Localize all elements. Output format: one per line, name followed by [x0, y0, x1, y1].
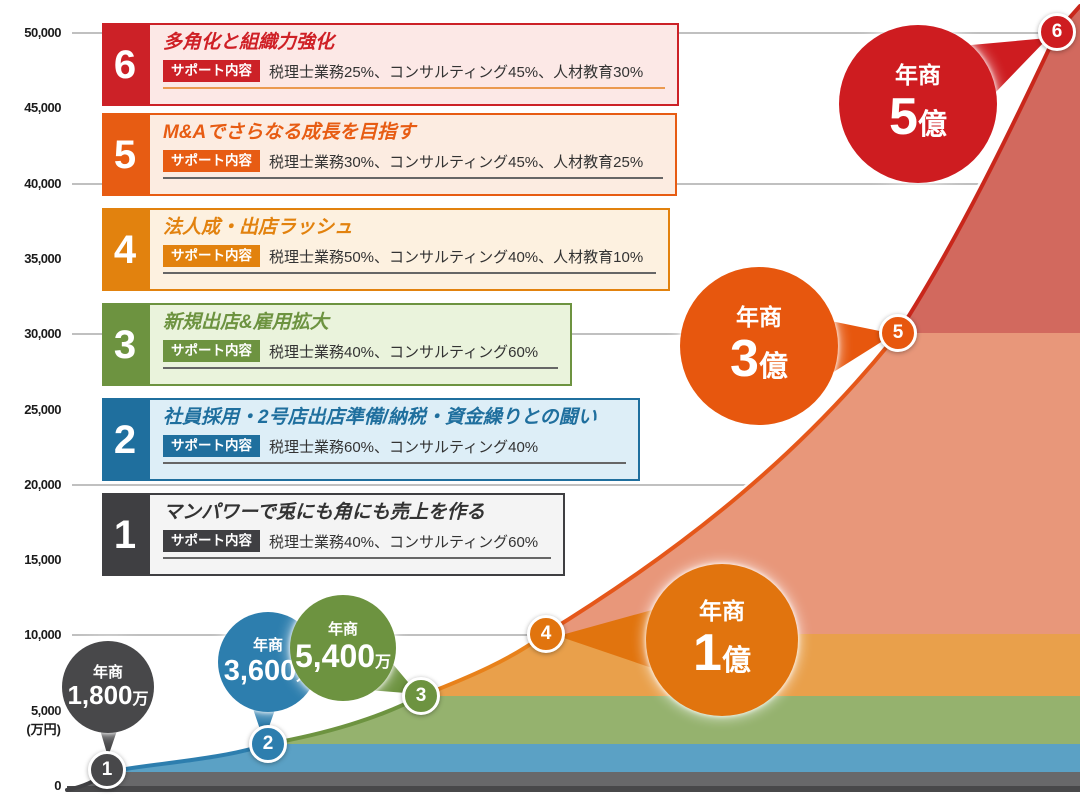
- bubble-tail-6: [960, 38, 1048, 94]
- stage-number: 5: [102, 113, 148, 196]
- support-text: 税理士業務60%、コンサルティング40%: [269, 438, 539, 456]
- support-text: 税理士業務40%、コンサルティング60%: [269, 343, 539, 361]
- bubble-prefix: 年商: [327, 621, 358, 639]
- bubble-value: 1,800万: [67, 680, 149, 711]
- stage-body: 多角化と組織力強化 サポート内容 税理士業務25%、コンサルティング45%、人材…: [148, 23, 679, 106]
- support-label: サポート内容: [163, 340, 260, 363]
- stage-support-row: サポート内容 税理士業務25%、コンサルティング45%、人材教育30%: [163, 60, 665, 90]
- bubble-unit: 億: [917, 109, 947, 142]
- stage-box-4: 4 法人成・出店ラッシュ サポート内容 税理士業務50%、コンサルティング40%…: [102, 208, 670, 291]
- y-tick-35000: 35,000: [24, 251, 61, 266]
- stage-support-row: サポート内容 税理士業務30%、コンサルティング45%、人材教育25%: [163, 150, 663, 180]
- revenue-bubble-6: 年商 5億: [839, 25, 997, 183]
- y-tick-15000: 15,000: [24, 552, 61, 567]
- band-stage-5: [545, 333, 1080, 634]
- curve-marker-2: 2: [249, 725, 287, 763]
- stage-support-row: サポート内容 税理士業務40%、コンサルティング60%: [163, 340, 558, 370]
- stage-title: M&Aでさらなる成長を目指す: [163, 122, 416, 143]
- stage-number: 1: [102, 493, 148, 576]
- curve-marker-4: 4: [527, 615, 565, 653]
- support-label: サポート内容: [163, 530, 260, 553]
- y-tick-20000: 20,000: [24, 477, 61, 492]
- curve-seg-5: [543, 331, 900, 636]
- curve-marker-1: 1: [88, 751, 126, 789]
- stage-support-row: サポート内容 税理士業務60%、コンサルティング40%: [163, 435, 626, 465]
- revenue-bubble-1: 年商 1,800万: [62, 641, 154, 733]
- stage-title: 法人成・出店ラッシュ: [163, 217, 354, 238]
- bubble-tail-5: [824, 320, 894, 378]
- stage-title: マンパワーで兎にも角にも売上を作る: [163, 502, 485, 523]
- support-label: サポート内容: [163, 245, 260, 268]
- bubble-prefix: 年商: [699, 598, 745, 625]
- bubble-unit: 億: [758, 351, 788, 384]
- curve-marker-3: 3: [402, 677, 440, 715]
- y-tick-50000: 50,000: [24, 25, 61, 40]
- y-tick-40000: 40,000: [24, 176, 61, 191]
- stage-title: 多角化と組織力強化: [163, 32, 335, 53]
- stage-body: M&Aでさらなる成長を目指す サポート内容 税理士業務30%、コンサルティング4…: [148, 113, 677, 196]
- stage-box-3: 3 新規出店&雇用拡大 サポート内容 税理士業務40%、コンサルティング60%: [102, 303, 572, 386]
- stage-box-5: 5 M&Aでさらなる成長を目指す サポート内容 税理士業務30%、コンサルティン…: [102, 113, 677, 196]
- stage-number: 4: [102, 208, 148, 291]
- revenue-bubble-5: 年商 3億: [680, 267, 838, 425]
- bubble-number: 5: [889, 88, 918, 147]
- support-text: 税理士業務25%、コンサルティング45%、人材教育30%: [269, 63, 644, 81]
- support-label: サポート内容: [163, 435, 260, 458]
- stage-title: 新規出店&雇用拡大: [163, 312, 329, 333]
- stage-number: 6: [102, 23, 148, 106]
- stage-bands: [67, 6, 1080, 792]
- y-tick-30000: 30,000: [24, 326, 61, 341]
- stage-box-1: 1 マンパワーで兎にも角にも売上を作る サポート内容 税理士業務40%、コンサル…: [102, 493, 565, 576]
- y-tick-0: 0: [54, 778, 61, 793]
- support-text: 税理士業務30%、コンサルティング45%、人材教育25%: [269, 153, 644, 171]
- band-stage-1-base: [67, 786, 1080, 792]
- y-axis-unit-label: (万円): [26, 722, 61, 737]
- bubble-tail-4: [558, 610, 652, 668]
- bubble-number: 5,400: [294, 637, 376, 674]
- support-label: サポート内容: [163, 150, 260, 173]
- stage-title: 社員採用・2号店出店準備/納税・資金繰りとの闘い: [163, 407, 597, 428]
- bubble-value: 5億: [889, 90, 947, 145]
- bubble-value: 3億: [730, 332, 788, 387]
- band-stage-6: [898, 6, 1080, 333]
- bubble-unit: 億: [721, 645, 751, 678]
- band-stage-2: [107, 744, 1080, 772]
- bubble-prefix: 年商: [736, 304, 782, 331]
- stage-support-row: サポート内容 税理士業務50%、コンサルティング40%、人材教育10%: [163, 245, 656, 275]
- stage-support-row: サポート内容 税理士業務40%、コンサルティング60%: [163, 530, 551, 560]
- support-label: サポート内容: [163, 60, 260, 83]
- support-text: 税理士業務50%、コンサルティング40%、人材教育10%: [269, 248, 644, 266]
- y-tick-5000: 5,000: [30, 703, 62, 718]
- bubble-number: 3: [730, 330, 759, 389]
- curve-marker-5: 5: [879, 314, 917, 352]
- stage-body: 社員採用・2号店出店準備/納税・資金繰りとの闘い サポート内容 税理士業務60%…: [148, 398, 640, 481]
- bubble-prefix: 年商: [895, 62, 941, 89]
- bubble-prefix: 年商: [92, 663, 123, 681]
- bubble-value: 5,400万: [294, 637, 392, 674]
- stage-number: 2: [102, 398, 148, 481]
- bubble-number: 1: [693, 624, 722, 683]
- bubble-unit: 万: [375, 653, 392, 671]
- stage-box-2: 2 社員採用・2号店出店準備/納税・資金繰りとの闘い サポート内容 税理士業務6…: [102, 398, 640, 481]
- bubble-prefix: 年商: [252, 637, 283, 655]
- bubble-number: 3,600: [223, 654, 297, 687]
- y-tick-10000: 10,000: [24, 627, 61, 642]
- revenue-bubble-3: 年商 5,400万: [290, 595, 396, 701]
- y-tick-45000: 45,000: [24, 100, 61, 115]
- curve-seg-6: [896, 4, 1080, 335]
- bubble-number: 1,800: [67, 680, 133, 711]
- stage-box-6: 6 多角化と組織力強化 サポート内容 税理士業務25%、コンサルティング45%、…: [102, 23, 679, 106]
- y-tick-25000: 25,000: [24, 402, 61, 417]
- stage-body: 法人成・出店ラッシュ サポート内容 税理士業務50%、コンサルティング40%、人…: [148, 208, 670, 291]
- band-stage-3: [268, 696, 1080, 744]
- stage-body: 新規出店&雇用拡大 サポート内容 税理士業務40%、コンサルティング60%: [148, 303, 572, 386]
- revenue-bubble-4: 年商 1億: [646, 564, 798, 716]
- stage-body: マンパワーで兎にも角にも売上を作る サポート内容 税理士業務40%、コンサルティ…: [148, 493, 565, 576]
- support-text: 税理士業務40%、コンサルティング60%: [269, 533, 539, 551]
- bubble-value: 1億: [693, 626, 751, 681]
- stage-number: 3: [102, 303, 148, 386]
- bubble-unit: 万: [132, 691, 149, 709]
- curve-marker-6: 6: [1038, 13, 1076, 51]
